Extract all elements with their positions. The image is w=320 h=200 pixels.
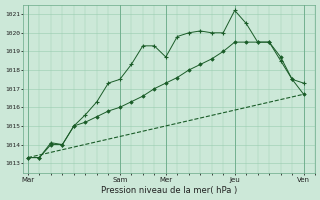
X-axis label: Pression niveau de la mer( hPa ): Pression niveau de la mer( hPa ) (101, 186, 237, 195)
